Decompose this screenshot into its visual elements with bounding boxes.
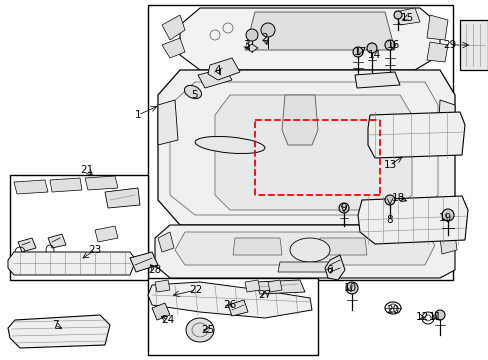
Polygon shape [50, 178, 82, 192]
Polygon shape [14, 180, 48, 194]
Text: 10: 10 [343, 283, 356, 293]
Bar [462, 24, 484, 66]
Ellipse shape [185, 318, 214, 342]
Polygon shape [439, 234, 456, 254]
Text: 2: 2 [261, 33, 268, 43]
Text: 15: 15 [400, 13, 413, 23]
Ellipse shape [184, 85, 201, 99]
Ellipse shape [289, 238, 329, 262]
Ellipse shape [261, 23, 274, 37]
Text: 6: 6 [326, 265, 333, 275]
Text: 12: 12 [414, 312, 428, 322]
Polygon shape [227, 300, 247, 316]
Polygon shape [394, 8, 419, 25]
Polygon shape [95, 226, 118, 242]
Polygon shape [180, 8, 439, 70]
Polygon shape [367, 112, 464, 158]
Ellipse shape [195, 136, 264, 153]
Text: 8: 8 [386, 215, 392, 225]
Ellipse shape [346, 282, 357, 294]
Polygon shape [8, 252, 136, 275]
Polygon shape [158, 70, 454, 225]
Polygon shape [426, 42, 447, 62]
Bar [148, 278, 317, 355]
Text: 18: 18 [390, 193, 404, 203]
Text: 28: 28 [148, 265, 162, 275]
Text: 3: 3 [242, 40, 249, 50]
Text: 29: 29 [443, 40, 456, 50]
Text: 23: 23 [88, 245, 102, 255]
Text: 11: 11 [427, 312, 441, 322]
Text: 21: 21 [80, 165, 93, 175]
Ellipse shape [338, 203, 348, 213]
Text: 17: 17 [353, 47, 366, 57]
Polygon shape [162, 38, 184, 58]
Text: 19: 19 [437, 213, 451, 223]
Polygon shape [267, 280, 282, 292]
Polygon shape [85, 176, 118, 190]
Text: 4: 4 [214, 65, 221, 75]
Polygon shape [18, 238, 36, 252]
Polygon shape [207, 58, 240, 80]
Text: 9: 9 [340, 203, 346, 213]
Polygon shape [245, 44, 258, 52]
Polygon shape [105, 188, 140, 208]
Polygon shape [155, 225, 454, 278]
Polygon shape [244, 280, 260, 292]
Text: 26: 26 [223, 300, 236, 310]
Ellipse shape [384, 40, 394, 50]
Polygon shape [278, 262, 341, 272]
Text: 14: 14 [366, 50, 380, 60]
Polygon shape [215, 95, 411, 210]
Text: 27: 27 [258, 290, 271, 300]
Bar [10, 175, 148, 280]
Text: 24: 24 [161, 315, 174, 325]
Ellipse shape [366, 43, 376, 53]
Polygon shape [162, 15, 184, 40]
Text: 13: 13 [383, 160, 396, 170]
Text: 25: 25 [201, 325, 214, 335]
Polygon shape [426, 15, 447, 40]
Bar [148, 5, 452, 280]
Polygon shape [158, 232, 174, 252]
Polygon shape [459, 20, 487, 70]
Ellipse shape [434, 310, 444, 320]
Text: 1: 1 [134, 110, 141, 120]
Polygon shape [244, 12, 394, 50]
Ellipse shape [245, 29, 258, 41]
Polygon shape [232, 238, 282, 255]
Text: 7: 7 [52, 320, 58, 330]
Polygon shape [198, 68, 231, 88]
Ellipse shape [393, 11, 401, 19]
Polygon shape [48, 234, 66, 248]
Polygon shape [354, 72, 399, 88]
Polygon shape [158, 100, 178, 145]
Text: 16: 16 [386, 40, 399, 50]
Polygon shape [148, 282, 311, 318]
Ellipse shape [352, 47, 362, 57]
Text: 5: 5 [190, 90, 197, 100]
Polygon shape [8, 315, 110, 348]
Polygon shape [282, 95, 317, 145]
Polygon shape [152, 303, 170, 320]
Polygon shape [325, 255, 345, 280]
Ellipse shape [441, 209, 453, 221]
Polygon shape [175, 232, 434, 265]
Text: 20: 20 [386, 305, 399, 315]
Polygon shape [357, 196, 467, 244]
Polygon shape [254, 280, 305, 294]
Polygon shape [130, 252, 158, 272]
Polygon shape [437, 100, 454, 145]
Polygon shape [155, 280, 170, 292]
Ellipse shape [384, 195, 394, 205]
Polygon shape [317, 238, 366, 255]
Text: 22: 22 [189, 285, 202, 295]
